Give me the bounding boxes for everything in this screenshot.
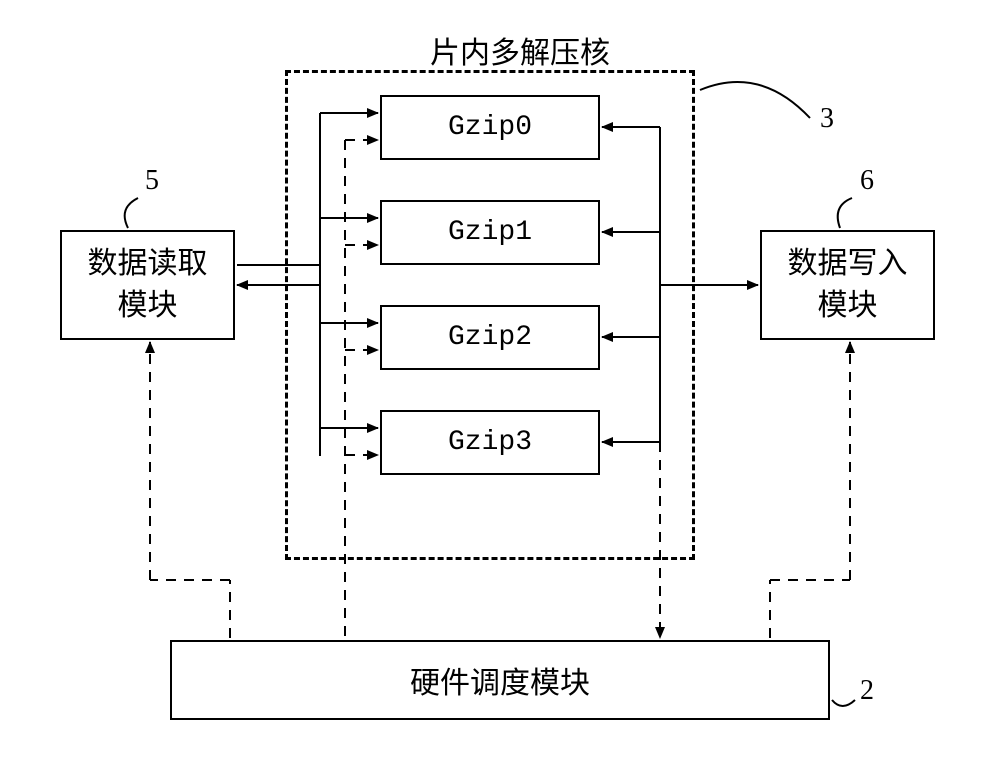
gzip0-label: Gzip0 — [448, 112, 532, 143]
write-module-box: 数据写入 模块 — [760, 230, 935, 340]
num-6-label: 6 — [860, 165, 874, 197]
diagram-root: 片内多解压核 Gzip0 Gzip1 Gzip2 Gzip3 数据读取 模块 数… — [0, 0, 1000, 766]
num-2-label: 2 — [860, 675, 874, 707]
read-module-label: 数据读取 模块 — [88, 243, 208, 327]
scheduler-box: 硬件调度模块 — [170, 640, 830, 720]
scheduler-label: 硬件调度模块 — [410, 658, 590, 702]
read-module-box: 数据读取 模块 — [60, 230, 235, 340]
num-3-label: 3 — [820, 103, 834, 135]
gzip2-box: Gzip2 — [380, 305, 600, 370]
title-label: 片内多解压核 — [430, 28, 610, 72]
num-5-label: 5 — [145, 165, 159, 197]
gzip3-box: Gzip3 — [380, 410, 600, 475]
gzip1-box: Gzip1 — [380, 200, 600, 265]
gzip3-label: Gzip3 — [448, 427, 532, 458]
write-module-label: 数据写入 模块 — [788, 243, 908, 327]
gzip1-label: Gzip1 — [448, 217, 532, 248]
gzip2-label: Gzip2 — [448, 322, 532, 353]
gzip0-box: Gzip0 — [380, 95, 600, 160]
